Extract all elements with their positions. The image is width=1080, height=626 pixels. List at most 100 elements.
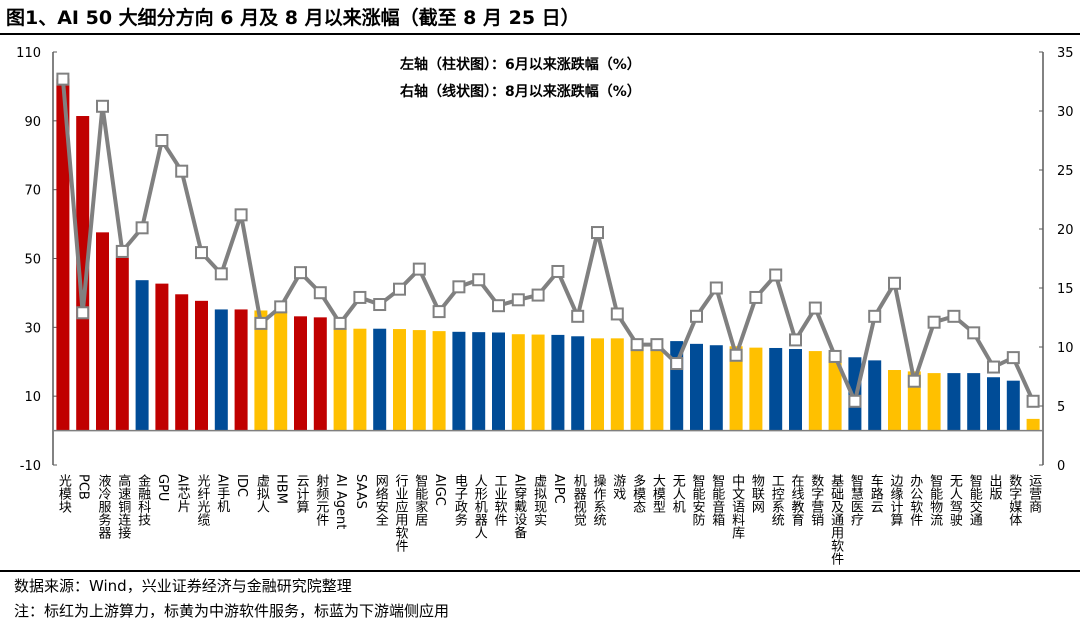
- x-tick-label: 网络安全: [372, 474, 388, 526]
- line-marker-数字媒体: [1006, 351, 1020, 365]
- x-tick-label: 金融科技: [135, 474, 151, 526]
- x-tick-label: 智能音箱: [709, 474, 725, 526]
- x-tick-label: 高速铜连接: [115, 474, 131, 539]
- line-marker-工控系统: [769, 268, 783, 282]
- x-tick-label: 智慧医疗: [847, 474, 863, 526]
- bar-虚拟人: [254, 310, 268, 431]
- bar-射频元件: [313, 317, 327, 431]
- line-marker-金融科技: [135, 221, 149, 235]
- line-marker-虚拟人: [254, 316, 268, 330]
- line-marker-无人驾驶: [947, 309, 961, 323]
- bar-操作系统: [591, 338, 604, 431]
- line-marker-AI手机: [214, 267, 228, 281]
- line-marker-基础及通用软件: [828, 349, 842, 363]
- bar-金融科技: [135, 280, 149, 431]
- bar-人形机器人: [472, 332, 486, 431]
- x-tick-label: 光模块: [55, 474, 71, 513]
- x-tick-label: PCB: [75, 474, 91, 500]
- bar-行业应用软件: [393, 329, 406, 431]
- left-tick-label: 90: [24, 115, 41, 130]
- line-marker-物联网: [749, 290, 763, 304]
- x-tick-label: 光纤光缆: [194, 474, 210, 526]
- bar-运营商: [1026, 418, 1040, 431]
- bar-边缘计算: [888, 370, 901, 431]
- x-tick-label: 机器视觉: [570, 474, 586, 526]
- x-tick-label: 智能家居: [412, 474, 428, 526]
- bar-GPU: [155, 283, 169, 431]
- right-tick-label: 15: [1057, 282, 1074, 297]
- x-tick-label: 物联网: [748, 474, 764, 513]
- right-tick-label: 0: [1057, 459, 1065, 474]
- bar-网络安全: [373, 328, 387, 431]
- bar-机器视觉: [571, 336, 585, 431]
- line-marker-中文语料库: [729, 348, 743, 362]
- x-tick-label: 智能交通: [966, 474, 982, 526]
- x-tick-label: SAAS: [352, 474, 368, 509]
- line-marker-智能音箱: [709, 281, 723, 295]
- x-tick-label: 液冷服务器: [95, 474, 111, 539]
- line-marker-高速铜连接: [115, 244, 129, 258]
- line-marker-虚拟现实: [531, 288, 545, 302]
- bar-AI Agent: [333, 328, 347, 431]
- line-marker-HBM: [274, 300, 288, 314]
- line-marker-运营商: [1026, 394, 1040, 408]
- line-marker-数字营销: [808, 301, 822, 315]
- x-tick-label: 在线教育: [788, 474, 804, 526]
- bar-中文语料库: [729, 346, 743, 431]
- x-tick-label: 虚拟人: [253, 474, 269, 513]
- bar-PCB: [76, 116, 90, 431]
- bar-无人驾驶: [947, 373, 961, 431]
- line-marker-智慧医疗: [848, 394, 862, 408]
- x-tick-label: 工业软件: [491, 474, 507, 526]
- x-tick-label: 电子政务: [451, 474, 467, 526]
- footer-divider: [0, 570, 1080, 572]
- line-series-8m: [60, 78, 1035, 404]
- line-marker-电子政务: [452, 280, 466, 294]
- line-marker-SAAS: [353, 290, 367, 304]
- right-tick-label: 35: [1057, 46, 1074, 61]
- bar-智能家居: [412, 330, 426, 431]
- line-marker-GPU: [155, 134, 169, 147]
- x-tick-label: 多模态: [630, 474, 646, 513]
- line-marker-出版: [987, 360, 1000, 374]
- bar-大模型: [650, 346, 664, 431]
- x-tick-label: 出版: [986, 474, 1002, 500]
- bar-HBM: [274, 311, 288, 431]
- right-tick-label: 30: [1057, 105, 1074, 120]
- line-marker-人形机器人: [472, 273, 486, 287]
- bar-IDC: [234, 309, 248, 431]
- x-tick-label: 虚拟现实: [531, 474, 547, 526]
- line-marker-网络安全: [373, 298, 387, 312]
- line-marker-AI芯片: [175, 164, 189, 178]
- x-tick-label: 车路云: [867, 474, 883, 513]
- right-tick-label: 5: [1057, 400, 1065, 415]
- x-tick-label: 边缘计算: [887, 474, 903, 526]
- bar-AIPC: [551, 334, 565, 431]
- line-marker-多模态: [630, 338, 644, 352]
- left-tick-label: -10: [20, 459, 41, 474]
- x-tick-label: 智能物流: [927, 474, 943, 526]
- bar-车路云: [868, 360, 882, 431]
- line-marker-光纤光缆: [195, 246, 208, 260]
- x-tick-label: 游戏: [610, 474, 626, 500]
- x-tick-label: 办公软件: [907, 474, 923, 526]
- bar-虚拟现实: [531, 334, 545, 431]
- x-tick-label: 无人机: [669, 474, 685, 513]
- x-tick-label: AI Agent: [333, 474, 349, 530]
- x-tick-label: IDC: [234, 474, 250, 497]
- x-tick-label: AIPC: [550, 474, 566, 504]
- right-tick-label: 20: [1057, 223, 1074, 238]
- bar-游戏: [610, 338, 624, 431]
- line-marker-机器视觉: [571, 309, 585, 323]
- x-tick-label: 操作系统: [590, 474, 606, 526]
- x-tick-label: 数字营销: [808, 474, 824, 526]
- bar-在线教育: [789, 349, 802, 431]
- line-marker-IDC: [234, 208, 248, 222]
- left-tick-label: 70: [24, 184, 41, 199]
- title-divider: [0, 33, 1080, 35]
- line-marker-无人机: [670, 357, 684, 371]
- line-marker-办公软件: [907, 374, 921, 388]
- line-marker-工业软件: [492, 299, 505, 313]
- line-marker-液冷服务器: [96, 99, 109, 113]
